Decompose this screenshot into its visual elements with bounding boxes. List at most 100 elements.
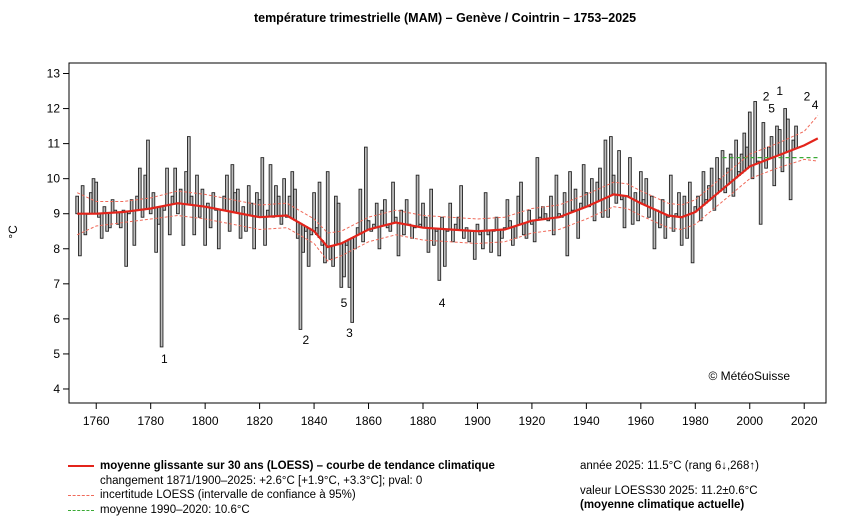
y-tick-label: 5 [53, 347, 60, 361]
temperature-bar [535, 157, 540, 221]
temperature-bar [753, 101, 758, 165]
temperature-bar [685, 214, 689, 239]
temperature-bar [118, 211, 123, 229]
temperature-bar [658, 211, 662, 229]
temperature-bar [549, 195, 553, 219]
temperature-bar [794, 125, 798, 149]
temperature-bar [628, 157, 632, 199]
temperature-bar [244, 214, 248, 232]
temperature-bar [94, 181, 99, 215]
temperature-bar [402, 223, 406, 236]
temperature-bar [282, 178, 286, 217]
temperature-bar [709, 167, 714, 199]
rank-label: 1 [161, 352, 168, 366]
temperature-bar [606, 196, 610, 218]
temperature-bar [358, 188, 363, 235]
temperature-bar [187, 136, 191, 206]
temperature-bar [769, 136, 774, 159]
temperature-bar [249, 202, 254, 217]
temperature-bar [772, 156, 777, 187]
temperature-bar [211, 192, 216, 209]
y-tick-label: 13 [47, 67, 61, 81]
temperature-bar [747, 111, 752, 167]
temperature-bar [750, 164, 755, 180]
x-tick-label: 1920 [519, 414, 546, 428]
plot-frame [68, 62, 827, 404]
temperature-bar [124, 211, 128, 267]
y-tick-label: 4 [53, 382, 60, 396]
rank-label: 1 [776, 84, 783, 98]
trend-lines [76, 115, 819, 262]
x-tick-label: 2000 [736, 414, 763, 428]
temperature-bar [268, 164, 273, 217]
temperature-bar [181, 203, 186, 246]
temperature-bar [167, 204, 172, 236]
temperature-bar [129, 199, 134, 212]
temperature-bar [442, 228, 447, 267]
info-loess-note: (moyenne climatique actuelle) [580, 499, 745, 511]
temperature-bar [600, 198, 605, 218]
temperature-bar [429, 188, 433, 229]
temperature-bar [532, 219, 537, 243]
rank-label: 4 [812, 98, 819, 112]
rank-label: 5 [768, 102, 775, 116]
uncertainty-upper-line [76, 115, 819, 234]
temperature-bar [519, 181, 523, 225]
temperature-bar [353, 236, 357, 250]
rank-label: 2 [303, 333, 310, 347]
temperature-bar [644, 178, 649, 207]
y-axis: 4 5 6 7 8 9 10 11 12 13 [47, 67, 69, 396]
temperature-bar [562, 192, 567, 216]
legend-swatch-loess [68, 465, 94, 467]
temperature-bar [448, 202, 453, 230]
temperature-bar [317, 181, 322, 239]
temperature-bar [720, 150, 725, 190]
temperature-bar [108, 212, 112, 229]
y-tick-label: 8 [53, 242, 60, 256]
temperature-bar [78, 213, 82, 257]
temperature-bar [197, 205, 202, 218]
watermark: © MétéoSuisse [708, 369, 790, 383]
temperature-bar [551, 217, 556, 236]
temperature-bar [195, 174, 199, 207]
temperature-bar [728, 153, 733, 183]
temperature-bar [312, 192, 316, 232]
rank-label: 5 [341, 296, 348, 310]
y-tick-label: 12 [47, 102, 61, 116]
y-tick-label: 10 [47, 172, 61, 186]
rank-label: 2 [804, 89, 811, 103]
temperature-bar [189, 195, 194, 206]
temperature-bar [622, 195, 627, 229]
temperature-bar [227, 210, 232, 232]
x-tick-label: 1940 [573, 414, 600, 428]
rank-label: 4 [439, 296, 446, 310]
temperature-bar [225, 174, 229, 212]
temperature-bar [451, 229, 455, 243]
temperature-bar [611, 174, 616, 195]
temperature-bar [252, 215, 256, 250]
temperature-bar [682, 195, 687, 217]
temperature-bar [423, 216, 428, 229]
temperature-bar [467, 230, 472, 243]
info-year-line: année 2025: 11.5°C (rang 6↓,268↑) [580, 460, 759, 472]
temperature-bar [462, 229, 466, 239]
temperature-bar [565, 213, 570, 257]
temperature-bar [437, 228, 442, 281]
temperature-bar [440, 216, 444, 230]
temperature-bar [617, 150, 621, 196]
temperature-bar [614, 194, 619, 204]
uncertainty-lower-line [76, 158, 818, 262]
temperature-bar [165, 167, 169, 206]
temperature-bar [652, 208, 657, 250]
x-axis: 1760 1780 1800 1820 1840 1860 1880 1900 1920 1940… [83, 403, 818, 428]
temperature-bar [483, 192, 488, 232]
x-tick-label: 1820 [246, 414, 273, 428]
temperature-bar [758, 161, 763, 225]
temperature-bar [203, 206, 207, 246]
temperature-bar [331, 245, 335, 267]
temperature-bar [260, 157, 265, 218]
temperature-bar [415, 174, 420, 228]
temperature-bar [151, 192, 156, 209]
temperature-bar [568, 171, 572, 214]
